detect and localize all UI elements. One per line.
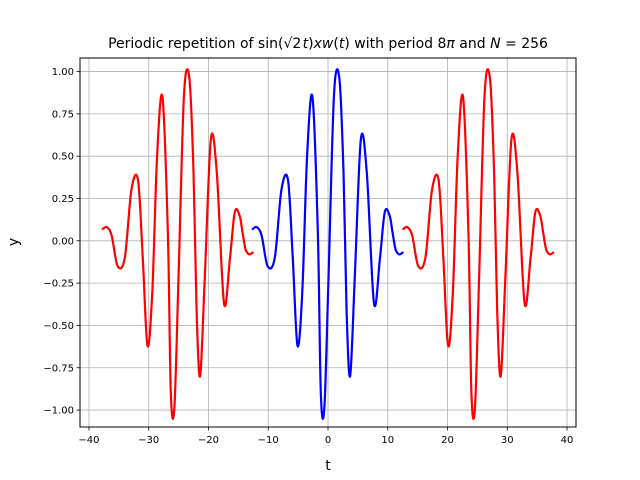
series-line-0-segment-0 — [101, 68, 254, 420]
y-tick-label: 0.50 — [52, 152, 74, 163]
chart-title: Periodic repetition of sin(√2 t)xw(t) wi… — [108, 36, 548, 52]
y-tick-label: 0.00 — [52, 236, 74, 247]
y-tick-label: −1.00 — [43, 406, 74, 417]
x-axis-label: t — [325, 458, 331, 474]
y-tick-label: 0.25 — [52, 194, 74, 205]
y-tick-label: −0.75 — [43, 363, 74, 374]
x-tick-label: 30 — [501, 435, 514, 446]
y-tick-label: −0.50 — [43, 321, 74, 332]
x-tick-label: −30 — [138, 435, 159, 446]
y-tick-label: −0.25 — [43, 279, 74, 290]
series-line-0-segment-1 — [402, 68, 555, 420]
y-axis-label: y — [6, 238, 22, 246]
ticks: −40 −30 −20 −10 0 10 20 30 40 −1.00 −0.75 −0.50 −0.2… — [43, 67, 573, 446]
x-tick-label: 10 — [381, 435, 394, 446]
x-tick-label: −10 — [258, 435, 279, 446]
x-tick-label: −20 — [198, 435, 219, 446]
series-layer — [101, 68, 555, 420]
y-tick-label: 0.75 — [52, 109, 74, 120]
x-tick-label: 0 — [325, 435, 331, 446]
series-line-1-segment-0 — [251, 68, 404, 420]
x-tick-label: 20 — [441, 435, 454, 446]
x-tick-label: −40 — [78, 435, 99, 446]
y-tick-label: 1.00 — [52, 67, 74, 78]
x-tick-label: 40 — [561, 435, 574, 446]
